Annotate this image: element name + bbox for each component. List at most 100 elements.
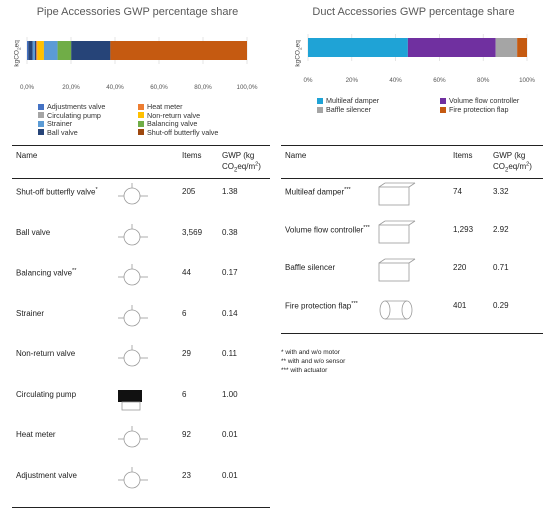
pipe-table-bottom-rule bbox=[12, 507, 270, 508]
duct-header-gwp: GWP (kg CO2eq/m2) bbox=[493, 151, 532, 174]
pipe-tick-label: 100,0% bbox=[237, 84, 258, 91]
duct-row-name: Multileaf damper*** bbox=[285, 187, 351, 197]
pipe-tick-label: 20,0% bbox=[62, 84, 80, 91]
pipe-legend-item: Strainer bbox=[38, 119, 72, 128]
duct-row-image bbox=[373, 219, 417, 251]
duct-row-items: 401 bbox=[453, 301, 467, 310]
duct-row-image bbox=[373, 181, 417, 213]
duct-tick-label: 100% bbox=[519, 77, 535, 84]
duct-table: Name Items GWP (kg CO2eq/m2) Multileaf da… bbox=[281, 145, 543, 335]
pipe-row-gwp: 0.17 bbox=[222, 268, 238, 277]
duct-chart-title: Duct Accessories GWP percentage share bbox=[312, 6, 515, 18]
pipe-accessories-panel: Pipe Accessories GWP percentage share kg… bbox=[12, 6, 270, 510]
duct-legend-item: Baffle silencer bbox=[317, 105, 371, 114]
pipe-row-image bbox=[112, 343, 156, 375]
legend-label: Strainer bbox=[47, 119, 73, 128]
legend-swatch bbox=[38, 120, 44, 127]
duct-bar-segment bbox=[308, 38, 408, 57]
legend-swatch bbox=[138, 120, 144, 127]
pipe-legend-item: Ball valve bbox=[38, 128, 78, 137]
duct-table-header-rule bbox=[281, 178, 543, 179]
footnote-1: * with and w/o motor bbox=[281, 349, 340, 356]
duct-row-name: Volume flow controller*** bbox=[285, 225, 370, 235]
pipe-bar-segment bbox=[28, 41, 33, 60]
pipe-tick-label: 60,0% bbox=[150, 84, 168, 91]
pipe-row-image bbox=[112, 384, 156, 416]
pipe-row-image bbox=[112, 465, 156, 497]
duct-legend: Multileaf damper Volume flow controller Ba… bbox=[317, 96, 547, 126]
pipe-legend-item: Shut-off butterfly valve bbox=[138, 128, 218, 137]
pipe-bar-segment bbox=[71, 41, 111, 60]
duct-row-gwp: 0.71 bbox=[493, 263, 509, 272]
legend-label: Ball valve bbox=[47, 127, 78, 137]
legend-label: Circulating pump bbox=[47, 110, 101, 120]
pipe-legend-item: Non-return valve bbox=[138, 111, 200, 120]
duct-header-name: Name bbox=[285, 151, 307, 160]
pipe-chart-title: Pipe Accessories GWP percentage share bbox=[36, 6, 239, 18]
footnotes: * with and w/o motor ** with and w/o sen… bbox=[281, 349, 481, 375]
legend-swatch bbox=[38, 103, 44, 110]
pipe-row-items: 6 bbox=[182, 308, 187, 318]
legend-label: Multileaf damper bbox=[326, 96, 380, 105]
duct-row-items: 74 bbox=[453, 187, 462, 196]
pipe-row-items: 29 bbox=[182, 349, 191, 358]
pipe-row-image bbox=[112, 181, 156, 213]
legend-label: Baffle silencer bbox=[326, 105, 372, 114]
pipe-row-gwp: 0.01 bbox=[222, 470, 238, 480]
pipe-tick-label: 40,0% bbox=[106, 84, 124, 91]
duct-bar-segment bbox=[407, 38, 496, 57]
pipe-row-items: 23 bbox=[182, 470, 191, 480]
pipe-row-name: Strainer bbox=[16, 308, 45, 318]
pipe-row-image bbox=[112, 262, 156, 294]
duct-tick-label: 0% bbox=[304, 77, 313, 84]
pipe-chart: 0,0% 20,0% 40,0% 60,0% 80,0% 100,0% bbox=[20, 37, 258, 91]
pipe-bar-segment bbox=[43, 41, 58, 60]
duct-legend-item: Volume flow controller bbox=[440, 96, 519, 105]
legend-label: Volume flow controller bbox=[449, 96, 520, 105]
pipe-bar-segment bbox=[36, 41, 38, 60]
duct-legend-item: Multileaf damper bbox=[317, 96, 379, 105]
legend-swatch bbox=[38, 129, 44, 135]
legend-swatch bbox=[317, 106, 323, 113]
pipe-header-name: Name bbox=[16, 151, 38, 160]
pipe-bar-segment bbox=[34, 41, 37, 60]
pipe-row-name: Adjustment valve bbox=[16, 470, 77, 480]
pipe-legend-item: Circulating pump bbox=[38, 111, 101, 120]
legend-swatch bbox=[317, 97, 323, 104]
pipe-row-gwp: 0.14 bbox=[222, 308, 238, 318]
duct-tick-label: 20% bbox=[346, 77, 359, 84]
pipe-bar-segment bbox=[57, 41, 72, 60]
pipe-legend-item: Heat meter bbox=[138, 102, 183, 111]
duct-tick-label: 60% bbox=[433, 77, 446, 84]
duct-chart: 0% 20% 40% 60% 80% 100% bbox=[304, 34, 535, 84]
legend-label: Shut-off butterfly valve bbox=[147, 127, 219, 137]
pipe-bar-segment bbox=[32, 41, 35, 60]
footnote-2: ** with and w/o sensor bbox=[281, 357, 346, 365]
pipe-legend-item: Adjustments valve bbox=[38, 102, 105, 111]
duct-accessories-panel: Duct Accessories GWP percentage share kg… bbox=[277, 0, 550, 514]
duct-tick-label: 40% bbox=[389, 77, 402, 84]
pipe-row-gwp: 1.38 bbox=[222, 187, 238, 196]
legend-swatch bbox=[440, 106, 446, 113]
pipe-table: Name Items GWP (kg CO2eq/m2) Shut-off but… bbox=[12, 145, 270, 510]
pipe-bar-segment bbox=[37, 41, 44, 60]
duct-row-gwp: 3.32 bbox=[493, 187, 509, 196]
pipe-row-name: Circulating pump bbox=[16, 389, 77, 399]
duct-row-items: 1,293 bbox=[453, 225, 474, 234]
pipe-row-items: 205 bbox=[182, 187, 196, 196]
pipe-legend: Adjustments valve Heat meter Circulating p… bbox=[38, 102, 268, 142]
legend-label: Non-return valve bbox=[147, 110, 201, 120]
duct-row-name: Fire protection flap*** bbox=[285, 301, 358, 311]
legend-label: Adjustments valve bbox=[47, 102, 106, 111]
legend-label: Heat meter bbox=[147, 102, 183, 111]
pipe-row-items: 3,569 bbox=[182, 227, 203, 237]
duct-table-top-rule bbox=[281, 145, 543, 146]
pipe-header-gwp: GWP (kg CO2eq/m2) bbox=[222, 151, 261, 174]
duct-row-image bbox=[373, 257, 417, 289]
pipe-row-name: Ball valve bbox=[16, 227, 51, 237]
duct-bar-segment bbox=[495, 38, 518, 57]
pipe-row-gwp: 0.11 bbox=[222, 349, 237, 358]
pipe-tick-label: 80,0% bbox=[194, 84, 212, 91]
legend-swatch bbox=[138, 129, 144, 135]
pipe-row-gwp: 0.01 bbox=[222, 430, 238, 439]
